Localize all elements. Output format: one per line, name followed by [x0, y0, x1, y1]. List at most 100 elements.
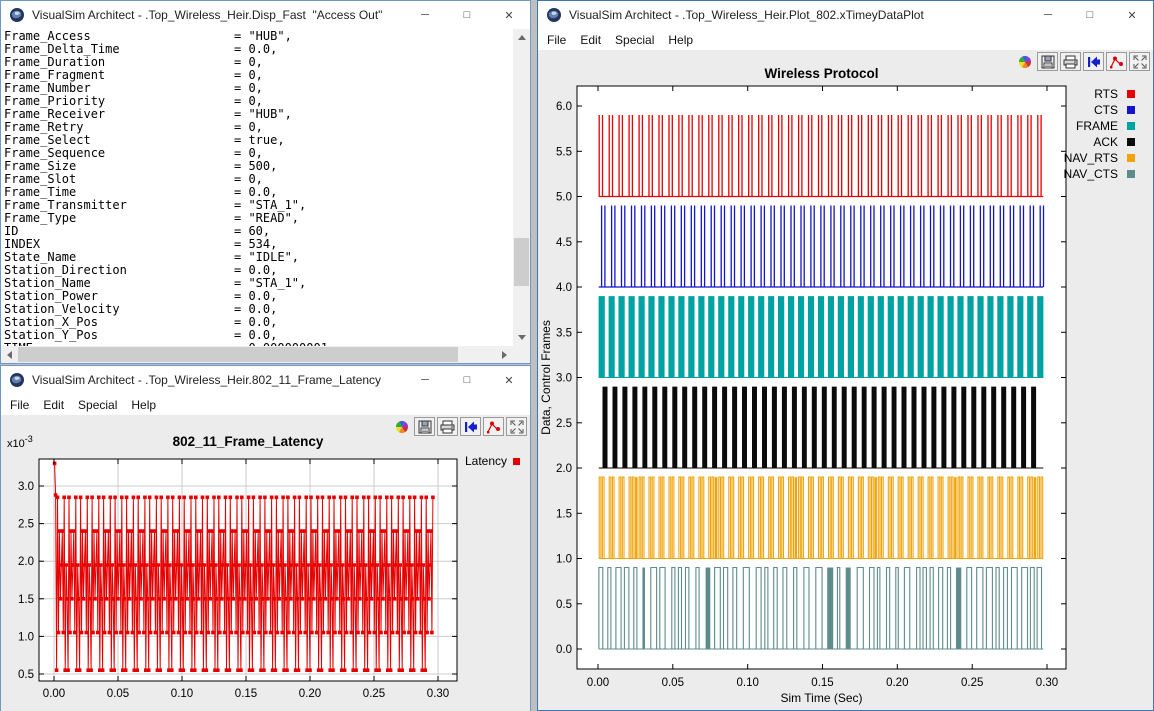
svg-text:4.0: 4.0 [556, 282, 572, 294]
svg-text:0.20: 0.20 [299, 688, 321, 700]
svg-text:0.00: 0.00 [43, 688, 65, 700]
print-icon[interactable] [437, 417, 458, 436]
svg-text:4.5: 4.5 [556, 237, 572, 249]
svg-text:5.0: 5.0 [556, 192, 572, 204]
latency-plot-panel: 0.000.050.100.150.200.250.303.02.52.01.5… [1, 415, 530, 711]
legend-marker [1127, 106, 1135, 114]
scroll-right-button[interactable] [496, 346, 513, 363]
legend-label: NAV_CTS [1064, 167, 1118, 181]
window-title: VisualSim Architect - .Top_Wireless_Heir… [569, 8, 1027, 22]
minimize-button[interactable]: ─ [1027, 1, 1069, 29]
plot-points-icon[interactable] [483, 417, 504, 436]
legend-marker [1127, 170, 1135, 178]
horizontal-scroll-thumb[interactable] [18, 347, 458, 362]
titlebar[interactable]: VisualSim Architect - .Top_Wireless_Heir… [1, 366, 530, 394]
plot-points-icon[interactable] [1106, 52, 1127, 71]
svg-text:6.0: 6.0 [556, 101, 572, 113]
y-axis-label: Data, Control Frames [539, 320, 553, 435]
scroll-up-button[interactable] [513, 29, 530, 46]
svg-text:0.0: 0.0 [556, 644, 572, 656]
menubar: File Edit Special Help [1, 394, 530, 415]
menu-special[interactable]: Special [608, 31, 661, 49]
svg-text:1.0: 1.0 [18, 631, 34, 643]
close-button[interactable]: ✕ [488, 1, 530, 29]
plot-toolbar [1014, 52, 1150, 71]
legend-label: FRAME [1076, 119, 1118, 133]
svg-text:0.10: 0.10 [737, 677, 759, 689]
menubar: File Edit Special Help [538, 29, 1153, 50]
maximize-button[interactable]: □ [1069, 1, 1111, 29]
legend-marker [1127, 122, 1135, 130]
plot-title: Wireless Protocol [765, 66, 879, 81]
menu-special[interactable]: Special [71, 396, 124, 414]
svg-text:1.5: 1.5 [556, 508, 572, 520]
svg-text:3.5: 3.5 [556, 327, 572, 339]
scroll-down-button[interactable] [513, 329, 530, 346]
svg-text:1.5: 1.5 [18, 594, 34, 606]
app-icon [9, 372, 25, 388]
minimize-button[interactable]: ─ [404, 1, 446, 29]
vertical-scroll-thumb[interactable] [514, 238, 529, 286]
display-text-area: Frame_Access= "HUB",Frame_Delta_Time= 0.… [1, 29, 530, 363]
svg-text:0.00: 0.00 [587, 677, 609, 689]
menu-help[interactable]: Help [661, 31, 700, 49]
menu-help[interactable]: Help [124, 396, 163, 414]
svg-text:2.0: 2.0 [556, 463, 572, 475]
svg-text:0.5: 0.5 [556, 599, 572, 611]
maximize-button[interactable]: □ [446, 1, 488, 29]
reset-view-icon[interactable] [460, 417, 481, 436]
svg-text:0.10: 0.10 [171, 688, 193, 700]
x-axis-label: Sim Time (Sec) [780, 691, 862, 705]
window-title: VisualSim Architect - .Top_Wireless_Heir… [32, 373, 404, 387]
palette-icon[interactable] [391, 417, 412, 436]
print-icon[interactable] [1060, 52, 1081, 71]
scrollbar-corner [513, 346, 530, 363]
fullscreen-icon[interactable] [506, 417, 527, 436]
legend-marker [1127, 154, 1135, 162]
svg-text:2.5: 2.5 [556, 418, 572, 430]
vertical-scrollbar[interactable] [513, 29, 530, 346]
y-scale-label: x10-3 [7, 434, 33, 450]
palette-icon[interactable] [1014, 52, 1035, 71]
window-frame-latency: VisualSim Architect - .Top_Wireless_Heir… [0, 365, 531, 711]
param-row: Station_Y_Pos= 0.0, [4, 329, 513, 342]
app-icon [546, 7, 562, 23]
maximize-button[interactable]: □ [446, 366, 488, 394]
titlebar[interactable]: VisualSim Architect - .Top_Wireless_Heir… [1, 1, 530, 29]
desktop: VisualSim Architect - .Top_Wireless_Heir… [0, 0, 1154, 711]
legend-marker [1127, 138, 1135, 146]
legend-label: Latency [465, 454, 507, 468]
menu-edit[interactable]: Edit [573, 31, 608, 49]
minimize-button[interactable]: ─ [404, 366, 446, 394]
legend-label: ACK [1093, 135, 1118, 149]
close-button[interactable]: ✕ [1111, 1, 1153, 29]
svg-text:3.0: 3.0 [18, 481, 34, 493]
window-wireless-protocol: VisualSim Architect - .Top_Wireless_Heir… [537, 0, 1154, 711]
protocol-plot-panel: 0.000.050.100.150.200.250.300.00.51.01.5… [538, 50, 1153, 710]
menu-edit[interactable]: Edit [36, 396, 71, 414]
window-disp-fast: VisualSim Architect - .Top_Wireless_Heir… [0, 0, 531, 364]
app-icon [9, 7, 25, 23]
legend-label: CTS [1094, 103, 1118, 117]
fullscreen-icon[interactable] [1129, 52, 1150, 71]
svg-text:0.25: 0.25 [363, 688, 385, 700]
parameter-list: Frame_Access= "HUB",Frame_Delta_Time= 0.… [4, 30, 513, 348]
horizontal-scrollbar[interactable] [1, 346, 513, 363]
svg-text:3.0: 3.0 [556, 373, 572, 385]
scroll-left-button[interactable] [1, 346, 18, 363]
legend-label: RTS [1094, 87, 1118, 101]
window-title: VisualSim Architect - .Top_Wireless_Heir… [32, 8, 404, 22]
legend-marker [513, 458, 520, 465]
save-icon[interactable] [414, 417, 435, 436]
menu-file[interactable]: File [540, 31, 573, 49]
close-button[interactable]: ✕ [488, 366, 530, 394]
svg-text:5.5: 5.5 [556, 146, 572, 158]
svg-text:0.15: 0.15 [235, 688, 257, 700]
reset-view-icon[interactable] [1083, 52, 1104, 71]
svg-text:0.5: 0.5 [18, 669, 34, 681]
protocol-chart[interactable]: 0.000.050.100.150.200.250.300.00.51.01.5… [538, 50, 1153, 710]
menu-file[interactable]: File [3, 396, 36, 414]
latency-chart[interactable]: 0.000.050.100.150.200.250.303.02.52.01.5… [1, 415, 530, 711]
titlebar[interactable]: VisualSim Architect - .Top_Wireless_Heir… [538, 1, 1153, 29]
save-icon[interactable] [1037, 52, 1058, 71]
